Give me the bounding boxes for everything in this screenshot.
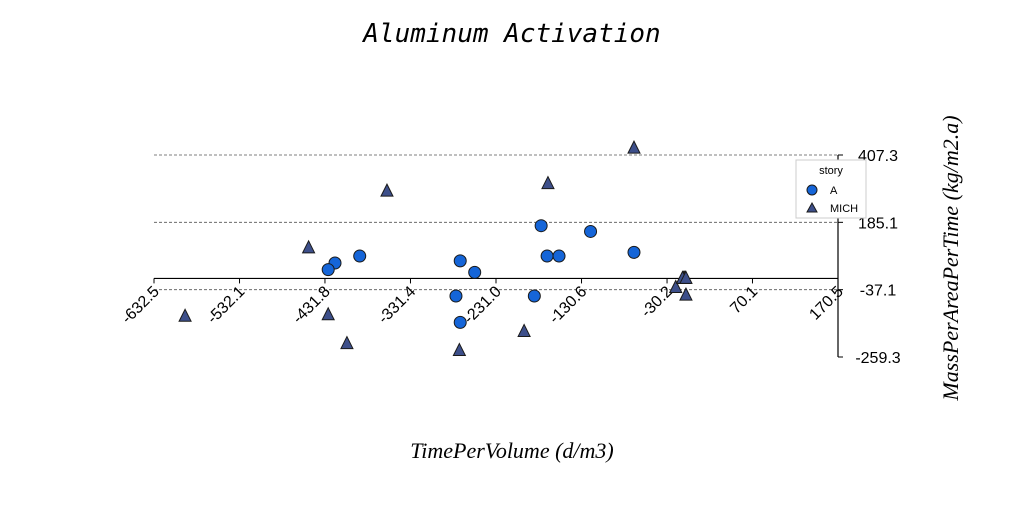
data-point-a: [534, 219, 548, 233]
legend-title: story: [819, 165, 843, 177]
y-tick-label: -259.3: [855, 350, 900, 367]
y-tick-label: 407.3: [858, 148, 898, 165]
data-point-a: [540, 249, 554, 263]
data-point-a: [453, 315, 467, 329]
data-point-mich: [668, 279, 683, 294]
data-point-a: [353, 249, 367, 263]
legend: story A MICH: [795, 159, 867, 219]
x-tick-label: -632.5: [119, 283, 163, 327]
data-point-mich: [340, 335, 354, 350]
data-point-mich: [380, 183, 394, 197]
data-point-a: [627, 245, 641, 259]
data-point-mich: [679, 286, 693, 301]
legend-label-a: A: [830, 185, 838, 197]
data-point-a: [321, 263, 335, 277]
data-point-mich: [679, 270, 693, 284]
data-point-mich: [301, 239, 316, 254]
data-point-a: [552, 249, 566, 263]
data-point-mich: [321, 306, 336, 321]
x-tick-label: -30.2: [638, 283, 676, 321]
data-point-a: [584, 224, 598, 238]
x-tick-label: -231.0: [461, 283, 505, 327]
data-point-a: [449, 289, 463, 303]
grid-lines: [154, 154, 838, 291]
axes: [154, 155, 839, 357]
data-point-a: [468, 265, 482, 279]
data-point-mich: [541, 175, 555, 190]
x-axis-label: TimePerVolume (d/m3): [410, 438, 613, 463]
chart-title: Aluminum Activation: [361, 19, 660, 49]
y-tick-label: 185.1: [858, 215, 898, 232]
y-tick-label: -37.1: [860, 283, 897, 300]
legend-marker-mich: [806, 201, 818, 213]
data-point-mich: [517, 323, 531, 337]
data-point-a: [527, 289, 541, 303]
legend-marker-a: [806, 184, 818, 196]
data-point-mich: [627, 140, 641, 154]
data-point-a: [453, 254, 467, 268]
data-points: [178, 140, 693, 357]
legend-label-mich: MICH: [830, 203, 858, 215]
x-tick-label: 70.1: [727, 283, 761, 317]
y-axis-label: MassPerAreaPerTime (kg/m2.a): [938, 115, 963, 401]
x-tick-labels: -632.5 -532.1 -431.8 -331.4 -231.0 -130.6 -30.…: [119, 278, 847, 327]
data-point-mich: [178, 308, 192, 322]
y-tick-labels: 407.3 185.1 -37.1 -259.3: [838, 148, 901, 367]
data-point-mich: [452, 342, 467, 357]
x-tick-label: -130.6: [546, 283, 590, 327]
